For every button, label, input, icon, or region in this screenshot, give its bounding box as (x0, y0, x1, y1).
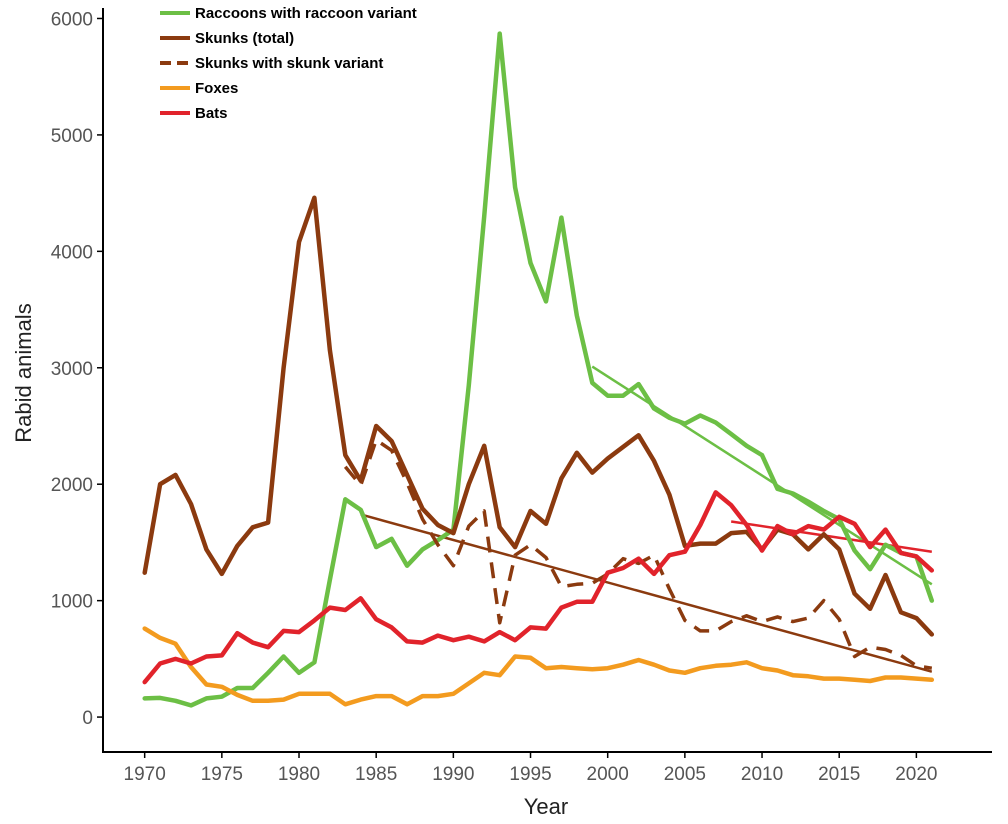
x-tick-label: 1995 (509, 764, 551, 785)
x-tick-label: 1990 (432, 764, 474, 785)
x-axis-title: Year (524, 794, 568, 819)
y-tick-label: 3000 (51, 359, 93, 380)
y-tick-label: 0 (82, 708, 93, 729)
legend-label: Bats (195, 105, 228, 122)
legend-label: Foxes (195, 80, 238, 97)
x-tick-label: 2000 (587, 764, 629, 785)
skunks-with-skunk-variant-line (343, 438, 933, 670)
foxes-line (142, 626, 935, 707)
x-ticks: 1970 1975 1980 1985 1990 1995 2000 2005 2010 2015… (124, 752, 938, 785)
y-tick-label: 5000 (51, 126, 93, 147)
y-axis-title: Rabid animals (11, 303, 36, 442)
x-tick-label: 2005 (664, 764, 706, 785)
axes (102, 8, 992, 753)
x-tick-label: 1970 (124, 764, 166, 785)
x-tick-label: 1985 (355, 764, 397, 785)
y-tick-label: 1000 (51, 592, 93, 613)
legend-label: Raccoons with raccoon variant (195, 5, 417, 22)
bats-line (142, 490, 935, 685)
series-lines (142, 31, 935, 708)
y-tick-label: 4000 (51, 242, 93, 263)
legend-label: Skunks (total) (195, 30, 294, 47)
y-ticks: 0 1000 2000 3000 4000 5000 6000 (51, 9, 103, 729)
x-tick-label: 1980 (278, 764, 320, 785)
x-tick-label: 1975 (201, 764, 243, 785)
raccoons-with-raccoon-variant-line (142, 31, 935, 708)
skunks-with-skunk-variant-trend-line (360, 513, 933, 673)
legend-label: Skunks with skunk variant (195, 55, 383, 72)
y-tick-label: 6000 (51, 9, 93, 30)
x-tick-label: 2010 (741, 764, 783, 785)
legend: Raccoons with raccoon variant Skunks (tot… (160, 5, 417, 122)
x-tick-label: 2020 (895, 764, 937, 785)
skunks-total-line (142, 195, 935, 637)
y-tick-label: 2000 (51, 475, 93, 496)
x-tick-label: 2015 (818, 764, 860, 785)
